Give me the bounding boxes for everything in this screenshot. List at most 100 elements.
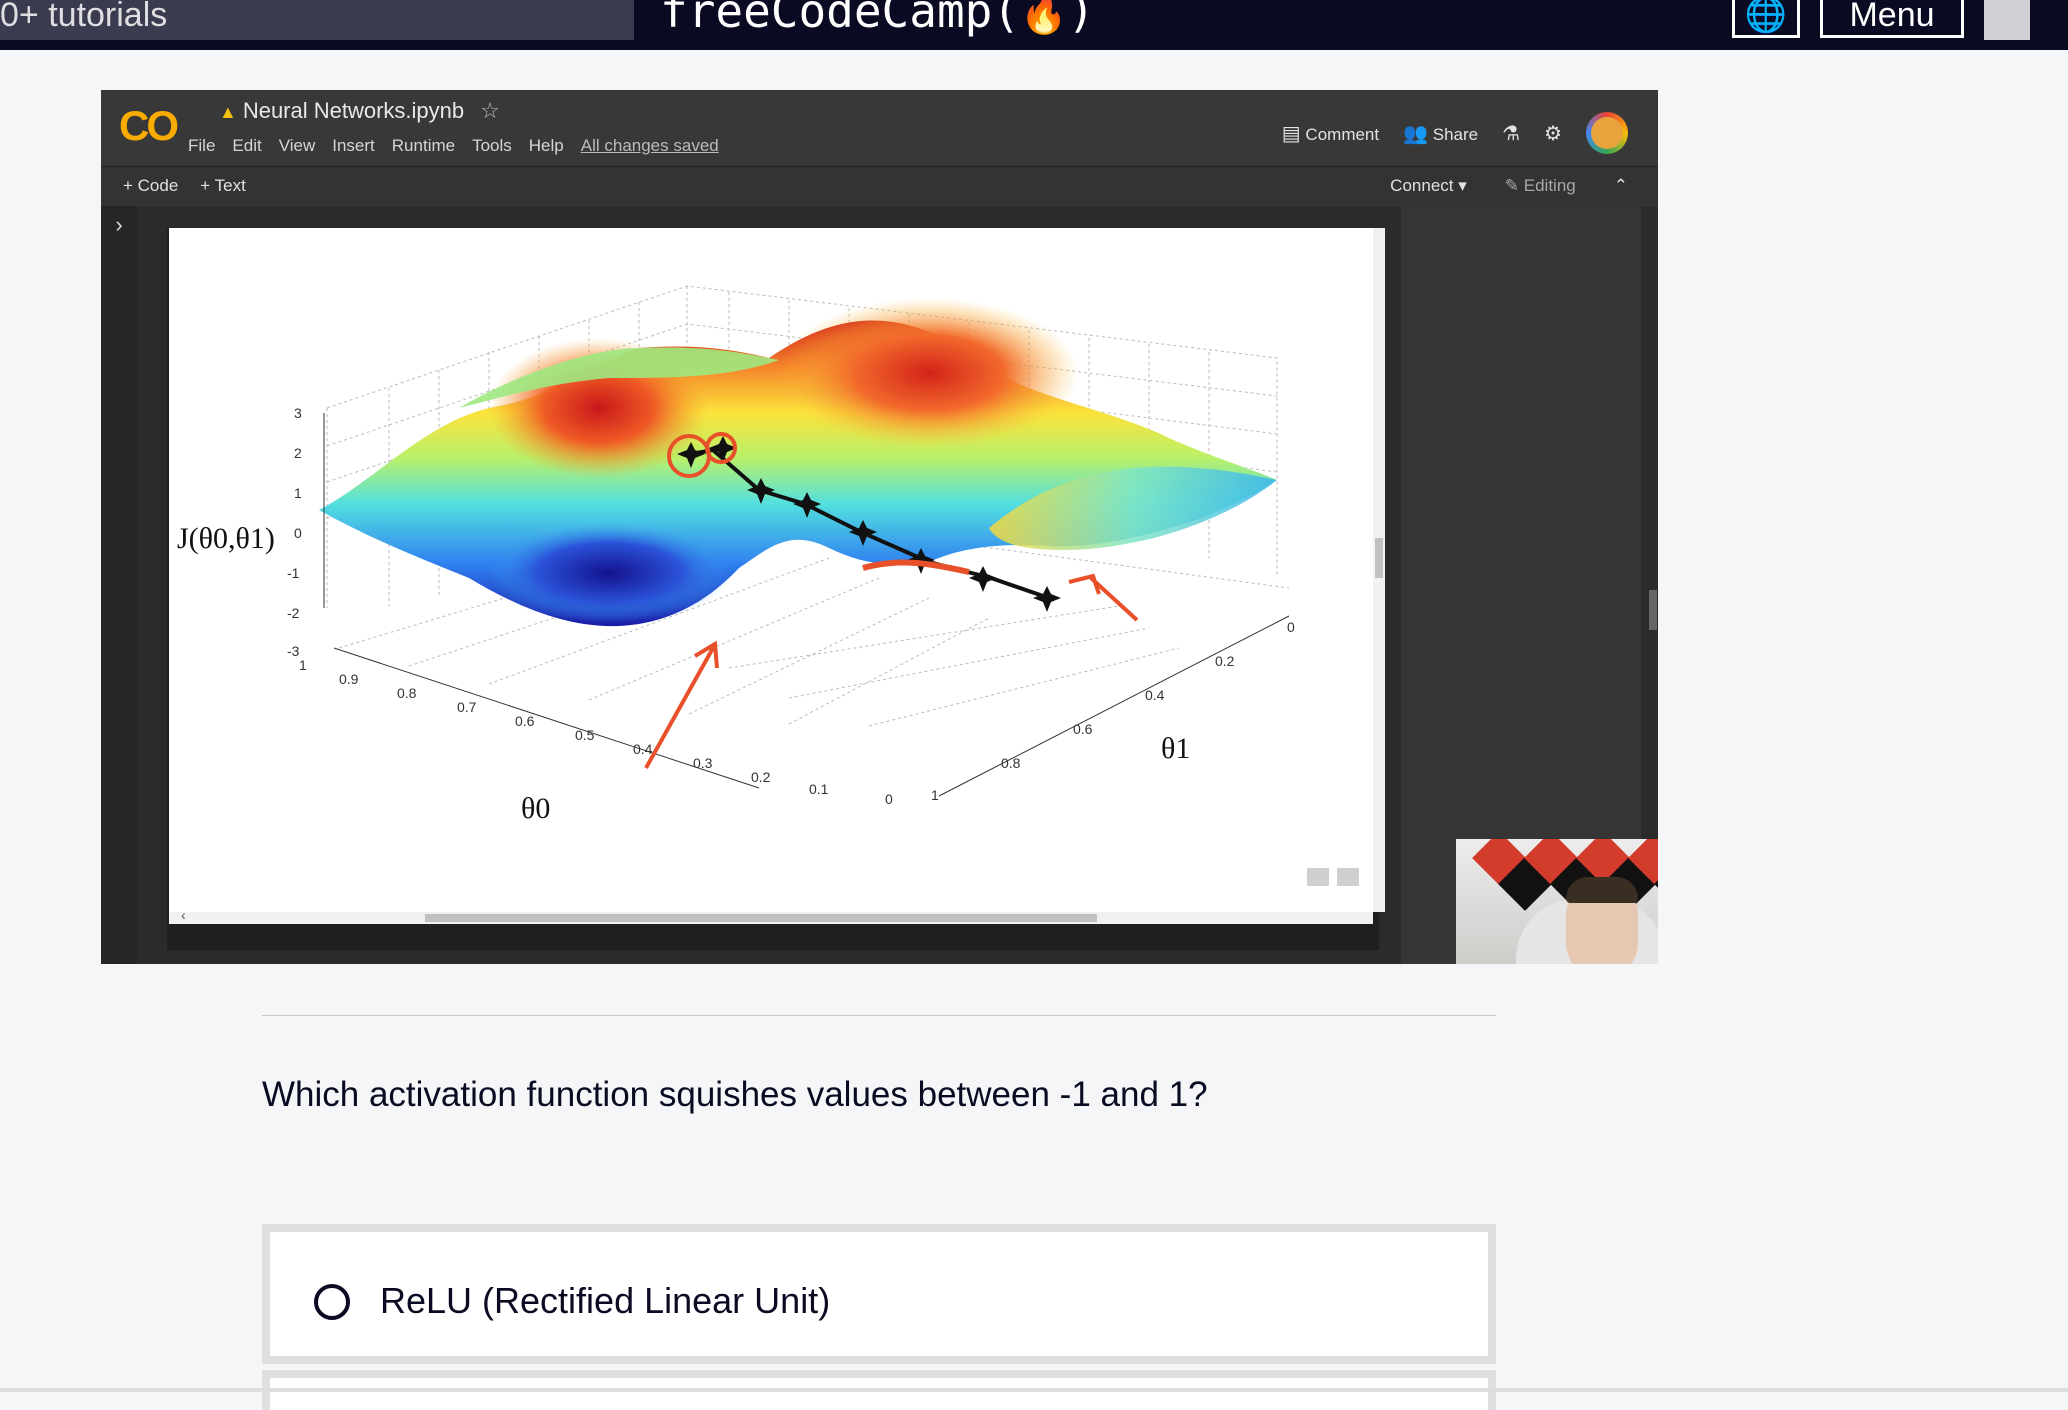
menu-edit[interactable]: Edit xyxy=(232,136,262,155)
surface-plot-svg: 3 2 1 0 -1 -2 -3 J(θ0,θ1) 1 0.9 0.8 0.7 … xyxy=(177,285,1295,825)
cost-surface-plot: 3 2 1 0 -1 -2 -3 J(θ0,θ1) 1 0.9 0.8 0.7 … xyxy=(169,228,1373,912)
theta0-tick: 0.7 xyxy=(457,699,477,715)
theta0-tick: 0.9 xyxy=(339,671,359,687)
fire-icon: 🔥 xyxy=(1020,0,1068,36)
theta1-tick: 0.8 xyxy=(1001,755,1021,771)
editing-label: Editing xyxy=(1523,176,1576,195)
menu-insert[interactable]: Insert xyxy=(332,136,375,155)
expand-icon[interactable] xyxy=(1337,868,1359,886)
menu-help[interactable]: Help xyxy=(528,136,564,155)
radio-button[interactable] xyxy=(314,1284,350,1320)
share-label: Share xyxy=(1432,124,1479,144)
video-player[interactable]: CO ▲ Neural Networks.ipynb ☆ File Edit Vie… xyxy=(101,90,1658,964)
theta0-tick: 0.4 xyxy=(633,741,653,757)
menu-tools[interactable]: Tools xyxy=(472,136,512,155)
add-text-button[interactable]: + Text xyxy=(200,176,246,195)
comment-label: Comment xyxy=(1305,124,1380,144)
logo-paren: ) xyxy=(1067,0,1096,38)
plot-vertical-scrollbar[interactable] xyxy=(1373,228,1385,912)
user-avatar[interactable] xyxy=(1984,0,2030,40)
answer-option[interactable]: ReLU (Rectified Linear Unit) xyxy=(262,1224,1496,1364)
menu-runtime[interactable]: Runtime xyxy=(391,136,456,155)
star-icon[interactable]: ☆ xyxy=(480,98,500,123)
scrollbar-thumb[interactable] xyxy=(425,914,1097,922)
save-status[interactable]: All changes saved xyxy=(580,136,719,155)
answer-label: ReLU (Rectified Linear Unit) xyxy=(380,1280,831,1321)
editing-mode-button[interactable]: ✎ Editing xyxy=(1505,176,1576,196)
flask-icon[interactable]: ⚗ xyxy=(1502,122,1521,145)
chevron-down-icon: ▾ xyxy=(1458,176,1467,195)
theta0-label: θ0 xyxy=(521,792,550,825)
scrollbar-thumb[interactable] xyxy=(1375,538,1383,578)
green-plateau xyxy=(459,347,779,408)
theta1-label: θ1 xyxy=(1161,732,1190,765)
top-navigation: 0+ tutorials freeCodeCamp(🔥) 🌐 Menu xyxy=(0,0,2068,50)
comment-button[interactable]: ▤ Comment xyxy=(1282,121,1379,146)
connect-label: Connect xyxy=(1390,176,1454,195)
colab-actions: ▤ Comment 👥 Share ⚗ ⚙ xyxy=(1282,112,1628,154)
theta0-tick: 0.5 xyxy=(575,727,595,743)
search-bar[interactable]: 0+ tutorials xyxy=(0,0,634,40)
globe-icon: 🌐 xyxy=(1744,0,1788,34)
theta0-tick: 0.3 xyxy=(693,755,713,771)
quiz-question: Which activation function squishes value… xyxy=(262,1075,1208,1114)
expand-sidebar-icon[interactable]: › xyxy=(115,212,123,237)
connect-button[interactable]: Connect ▾ xyxy=(1390,176,1467,196)
drive-icon: ▲ xyxy=(219,102,237,122)
colab-header: CO ▲ Neural Networks.ipynb ☆ File Edit Vie… xyxy=(101,90,1658,166)
theta0-ticks: 1 0.9 0.8 0.7 0.6 0.5 0.4 0.3 0.2 0.1 0 xyxy=(299,657,893,807)
notebook-right-pane xyxy=(1401,206,1641,964)
notebook-scrollbar[interactable] xyxy=(1649,590,1657,630)
theta1-tick: 0.6 xyxy=(1073,721,1093,737)
menu-button[interactable]: Menu xyxy=(1820,0,1964,38)
collapse-icon[interactable]: ⌃ xyxy=(1613,176,1628,195)
z-tick: -1 xyxy=(287,565,300,581)
plot-toolbar xyxy=(1307,868,1359,886)
minimize-icon[interactable] xyxy=(1307,868,1329,886)
page-bottom-edge xyxy=(0,1388,2068,1392)
right-ridge xyxy=(989,466,1277,550)
z-tick: -3 xyxy=(287,643,300,659)
theta1-ticks: 1 0.8 0.6 0.4 0.2 0 xyxy=(931,619,1295,803)
search-placeholder: 0+ tutorials xyxy=(0,0,168,34)
share-button[interactable]: 👥 Share xyxy=(1403,121,1478,146)
red-annotations xyxy=(644,432,1139,769)
scroll-left-icon[interactable]: ‹ xyxy=(181,907,186,923)
gear-icon[interactable]: ⚙ xyxy=(1544,122,1562,145)
add-code-button[interactable]: + Code xyxy=(123,176,179,195)
instructor-webcam xyxy=(1456,839,1658,964)
colab-menu-bar: File Edit View Insert Runtime Tools Help… xyxy=(188,136,719,156)
plot-horizontal-scrollbar[interactable]: ‹ xyxy=(169,907,1373,924)
theta1-axis-line xyxy=(938,615,1290,797)
theta0-tick: 0.6 xyxy=(515,713,535,729)
section-divider xyxy=(262,1015,1496,1016)
theta0-tick: 0 xyxy=(885,791,893,807)
notebook-title[interactable]: ▲ Neural Networks.ipynb ☆ xyxy=(219,98,500,124)
theta1-tick: 1 xyxy=(931,787,939,803)
theta1-tick: 0.4 xyxy=(1145,687,1165,703)
person-hair xyxy=(1566,877,1638,903)
z-tick: 2 xyxy=(294,445,302,461)
theta0-tick: 0.1 xyxy=(809,781,829,797)
notebook-name: Neural Networks.ipynb xyxy=(242,98,465,123)
z-tick: 1 xyxy=(294,485,302,501)
theta1-tick: 0 xyxy=(1287,619,1295,635)
colab-toolbar: + Code + Text Connect ▾ ✎ Editing ⌃ xyxy=(101,166,1658,207)
menu-view[interactable]: View xyxy=(278,136,316,155)
theta0-tick: 0.2 xyxy=(751,769,771,785)
profile-avatar[interactable] xyxy=(1586,112,1628,154)
z-tick: 3 xyxy=(294,405,302,421)
theta1-tick: 0.2 xyxy=(1215,653,1235,669)
freecodecamp-logo[interactable]: freeCodeCamp(🔥) xyxy=(660,0,1095,39)
theta0-axis-line xyxy=(333,647,760,789)
z-axis-label: J(θ0,θ1) xyxy=(177,522,275,555)
language-globe-button[interactable]: 🌐 xyxy=(1732,0,1800,38)
menu-file[interactable]: File xyxy=(188,136,216,155)
menu-label: Menu xyxy=(1849,0,1935,34)
pencil-icon: ✎ xyxy=(1504,176,1520,195)
z-axis: 3 2 1 0 -1 -2 -3 xyxy=(287,405,325,659)
logo-text: freeCodeCamp( xyxy=(660,0,1021,38)
theta0-tick: 0.8 xyxy=(397,685,417,701)
z-tick: -2 xyxy=(287,605,300,621)
people-icon: 👥 xyxy=(1403,122,1429,145)
